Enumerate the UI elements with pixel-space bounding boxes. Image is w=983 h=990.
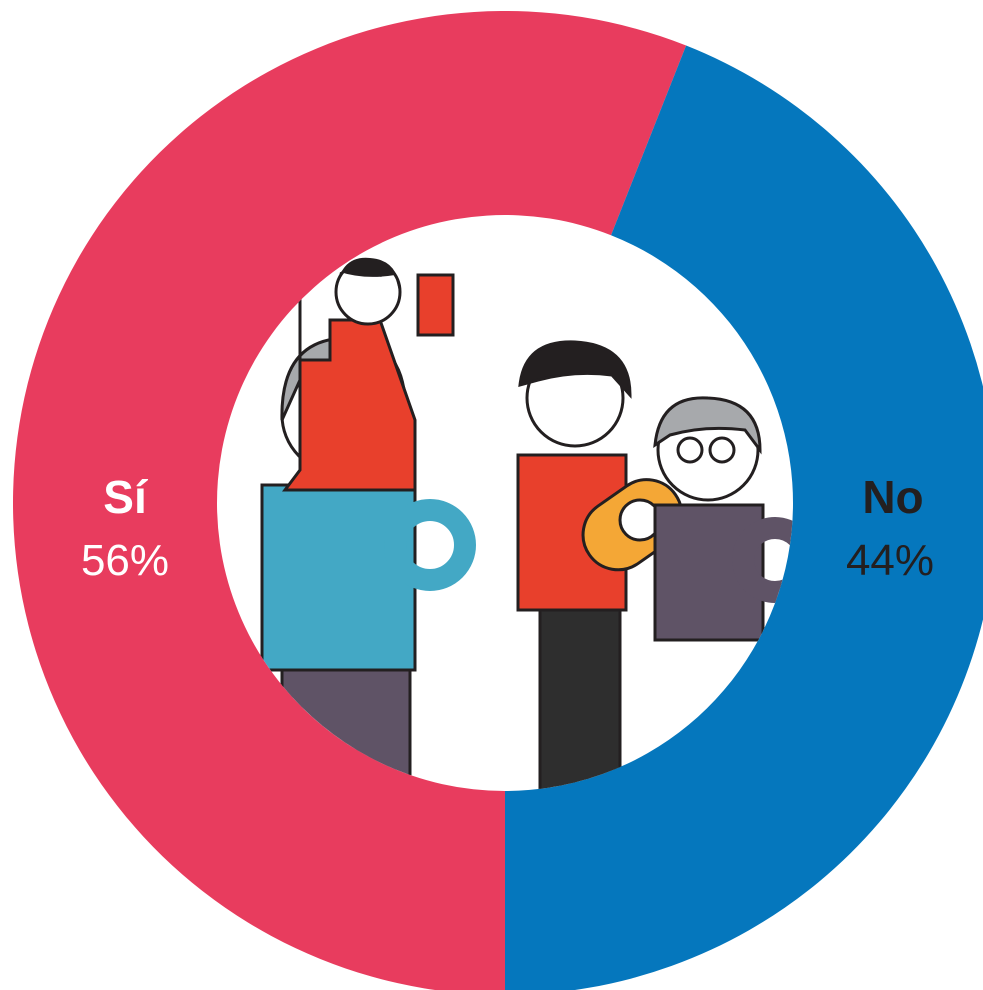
category-label: Sí (103, 471, 149, 523)
category-label: No (862, 471, 923, 523)
value-label: 44% (846, 536, 934, 585)
donut (13, 11, 983, 990)
value-label: 56% (81, 536, 169, 585)
illustration (260, 257, 793, 791)
donut-segment (505, 45, 983, 990)
donut-segment (13, 11, 687, 990)
